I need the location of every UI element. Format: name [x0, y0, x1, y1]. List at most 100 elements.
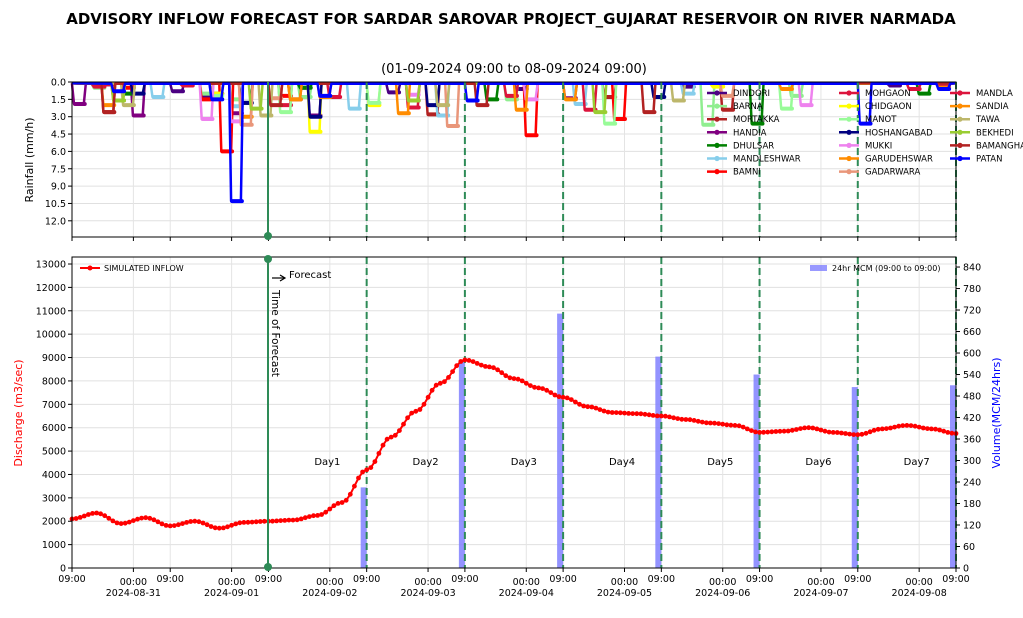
legend-label-barna: BARNA	[733, 102, 763, 112]
inflow-point	[229, 522, 235, 528]
legend-label-patan: PATAN	[976, 155, 1002, 165]
inflow-point	[634, 411, 640, 417]
inflow-point	[867, 429, 873, 435]
inflow-point	[728, 422, 734, 428]
rainfall-point-gadarwara	[721, 93, 736, 98]
inflow-point	[532, 384, 537, 390]
inflow-point	[384, 436, 390, 442]
inflow-point	[597, 407, 603, 412]
inflow-point	[442, 379, 447, 385]
discharge-ytick-label: 6000	[42, 423, 66, 434]
discharge-plot-frame	[71, 256, 957, 569]
inflow-point	[462, 357, 468, 363]
rainfall-point-tawa	[436, 103, 451, 108]
inflow-point	[830, 430, 836, 435]
rainfall-point-tawa	[122, 103, 136, 108]
inflow-point	[245, 519, 251, 525]
legend-bars-label: 24hr MCM (09:00 to 09:00)	[832, 264, 940, 273]
rainfall-point-patan	[112, 89, 127, 94]
inflow-point	[749, 428, 754, 433]
inflow-point	[732, 423, 738, 428]
time-of-forecast-label: Time of Forecast	[269, 289, 281, 377]
inflow-point	[949, 430, 955, 436]
inflow-point	[744, 426, 750, 432]
inflow-point	[307, 514, 312, 519]
discharge-ytick-label: 13000	[36, 260, 66, 271]
volume-ytick-label: 60	[963, 542, 975, 553]
day-label-day4: Day4	[609, 457, 635, 468]
rainfall-grid	[71, 81, 957, 237]
inflow-point	[560, 394, 566, 400]
inflow-point	[814, 426, 820, 432]
inflow-point	[626, 411, 631, 416]
inflow-point	[818, 427, 824, 433]
inflow-point	[470, 359, 476, 364]
inflow-point	[720, 421, 726, 427]
inflow-point	[188, 519, 194, 524]
rainfall-plot-frame	[71, 81, 957, 238]
discharge-ytick-label: 12000	[36, 283, 66, 294]
inflow-point	[929, 426, 934, 432]
inflow-point	[184, 520, 190, 525]
inflow-point	[515, 376, 521, 382]
inflow-point	[433, 382, 439, 388]
inflow-point	[429, 387, 435, 393]
inflow-point	[347, 491, 353, 497]
inflow-point	[937, 427, 942, 433]
inflow-point	[789, 427, 795, 433]
inflow-point	[86, 512, 91, 517]
inflow-point	[204, 522, 210, 528]
legend-marker-dindori	[714, 90, 720, 96]
volume-ytick-label: 0	[963, 564, 969, 575]
rainfall-point-bamanghat	[102, 110, 117, 115]
inflow-point	[540, 386, 545, 391]
inflow-point	[683, 417, 689, 422]
inflow-point	[847, 431, 852, 437]
legend-marker-bekhedi	[957, 129, 963, 135]
inflow-point	[855, 432, 861, 438]
inflow-point	[826, 429, 832, 435]
rainfall-point-manot	[603, 121, 618, 126]
rainfall-point-garudehswar	[780, 86, 794, 91]
inflow-point	[851, 432, 857, 437]
rainfall-point-mandleshwar	[347, 106, 362, 111]
xtick-time-label: 00:00	[709, 577, 736, 588]
inflow-point	[147, 515, 153, 521]
volume-ytick-label: 180	[963, 499, 981, 510]
rainfall-point-bamanghat	[269, 103, 284, 108]
discharge-ytick-label: 11000	[36, 306, 66, 317]
inflow-point	[638, 411, 644, 417]
day-label-day3: Day3	[511, 457, 537, 468]
inflow-point	[908, 423, 914, 428]
mcm-bar-day3	[557, 313, 564, 568]
inflow-point	[699, 419, 705, 425]
inflow-point	[798, 426, 803, 431]
inflow-point	[581, 403, 586, 409]
legend-marker-chidgaon	[846, 103, 852, 109]
rainfall-point-patan	[858, 121, 873, 126]
volume-ytick-label: 660	[963, 327, 981, 338]
inflow-point	[225, 524, 230, 530]
rainfall-ytick-label: 0.0	[51, 78, 66, 89]
xtick-date-label: 2024-09-07	[793, 588, 848, 599]
inflow-point	[704, 420, 709, 426]
volume-ytick-label: 840	[963, 263, 981, 274]
inflow-point	[577, 401, 582, 407]
legend-label-mandleshwar: MANDLESHWAR	[733, 155, 801, 165]
rainfall-point-mortakka	[721, 107, 736, 112]
discharge-ytick-label: 0	[60, 564, 66, 575]
inflow-series	[69, 357, 959, 531]
inflow-point	[945, 430, 951, 435]
volume-ytick-label: 480	[963, 392, 981, 403]
discharge-ytick-label: 4000	[42, 470, 66, 481]
legend-label-bekhedi: BEKHEDI	[976, 128, 1014, 138]
rainfall-point-mandleshwar	[151, 95, 166, 100]
legend-label-dindori: DINDORI	[733, 89, 770, 99]
legend-marker-sandia	[957, 103, 963, 109]
legend-marker-handia	[714, 129, 720, 135]
inflow-point	[687, 417, 693, 423]
inflow-point	[622, 410, 627, 416]
inflow-point	[294, 517, 300, 523]
inflow-point	[356, 475, 361, 481]
rainfall-ytick-label: 1.5	[51, 95, 66, 106]
